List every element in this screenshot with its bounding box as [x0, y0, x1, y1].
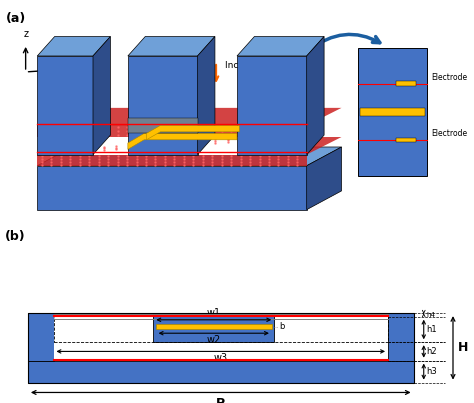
Polygon shape [93, 37, 110, 155]
Bar [28, 313, 54, 361]
Bar [28, 313, 413, 382]
Bar [37, 125, 307, 137]
Text: (b): (b) [5, 231, 26, 243]
Text: h3: h3 [427, 367, 438, 376]
Bar [37, 155, 307, 166]
Bar [396, 137, 416, 142]
Bar [128, 56, 198, 155]
Text: w1: w1 [207, 308, 221, 318]
Text: h2: h2 [427, 347, 437, 356]
Polygon shape [37, 108, 341, 125]
Text: P: P [216, 397, 225, 403]
Bar [274, 313, 388, 342]
Polygon shape [128, 133, 237, 150]
Bar [358, 48, 428, 176]
Polygon shape [237, 37, 324, 56]
Text: w2: w2 [207, 334, 221, 345]
Polygon shape [198, 37, 215, 155]
Text: H: H [457, 341, 468, 354]
Text: Electrode: Electrode [431, 129, 467, 139]
Bar [396, 81, 416, 86]
Polygon shape [307, 147, 341, 210]
Text: (a): (a) [6, 12, 26, 25]
Bar [28, 361, 413, 382]
Bar [54, 342, 388, 361]
Text: x: x [59, 65, 65, 75]
Bar [154, 313, 274, 342]
Bar [37, 56, 93, 155]
Polygon shape [37, 37, 110, 56]
Bar [54, 313, 388, 342]
Text: Electrode: Electrode [431, 73, 467, 82]
Bar [37, 137, 307, 155]
Bar [37, 166, 307, 210]
Polygon shape [37, 137, 341, 155]
Bar [155, 324, 272, 329]
Bar [54, 313, 154, 342]
Text: h1: h1 [427, 325, 437, 334]
Text: b: b [279, 322, 284, 331]
Text: h4: h4 [427, 312, 436, 318]
Polygon shape [37, 119, 341, 137]
Text: z: z [23, 29, 28, 39]
Polygon shape [128, 37, 215, 56]
Polygon shape [37, 147, 341, 166]
Text: Incident wave: Incident wave [226, 61, 289, 71]
Text: w3: w3 [214, 353, 228, 363]
Bar [360, 108, 425, 116]
Polygon shape [307, 37, 324, 155]
Bar [388, 313, 413, 361]
Bar [128, 118, 198, 133]
Bar [237, 56, 307, 155]
Polygon shape [146, 125, 239, 140]
